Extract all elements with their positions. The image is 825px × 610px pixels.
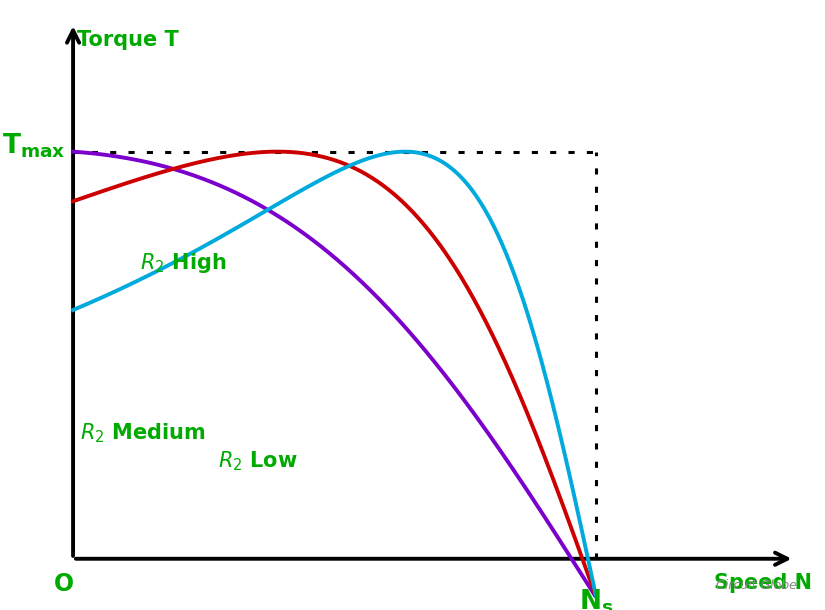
Text: $\mathbf{N_s}$: $\mathbf{N_s}$ xyxy=(579,588,614,610)
Text: $\mathbf{T_{max}}$: $\mathbf{T_{max}}$ xyxy=(2,132,66,160)
Text: Torque T: Torque T xyxy=(77,30,178,50)
Text: $R_2$ High: $R_2$ High xyxy=(140,251,227,275)
Text: $R_2$ Medium: $R_2$ Medium xyxy=(80,422,205,445)
Text: O: O xyxy=(54,572,74,596)
Text: Speed N: Speed N xyxy=(714,573,812,593)
Text: $R_2$ Low: $R_2$ Low xyxy=(218,450,298,473)
Text: Circuit Globe: Circuit Globe xyxy=(716,579,797,592)
